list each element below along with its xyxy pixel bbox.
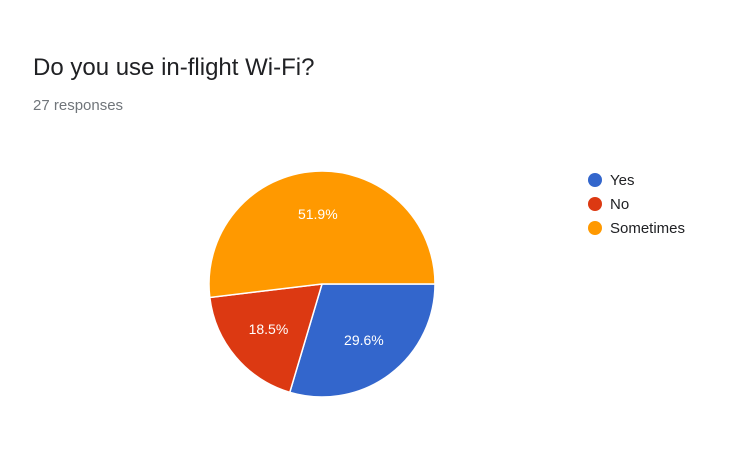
legend-item-no[interactable]: No <box>588 192 685 216</box>
slice-sometimes[interactable] <box>208 170 436 299</box>
legend-label-sometimes: Sometimes <box>610 219 686 237</box>
response-count: 27 responses <box>33 97 124 114</box>
chart-legend: Yes No Sometimes <box>588 168 685 240</box>
legend-swatch-no <box>588 197 602 211</box>
legend-item-yes[interactable]: Yes <box>588 168 685 192</box>
legend-label-no: No <box>610 195 630 213</box>
chart-title: Do you use in-flight Wi-Fi? <box>33 54 315 81</box>
legend-label-yes: Yes <box>610 171 635 189</box>
slice-label-yes: 29.6% <box>344 332 384 348</box>
legend-swatch-sometimes <box>588 221 602 235</box>
legend-item-sometimes[interactable]: Sometimes <box>588 216 685 240</box>
legend-swatch-yes <box>588 173 602 187</box>
slice-label-no: 18.5% <box>249 321 289 337</box>
slice-label-sometimes: 51.9% <box>298 206 338 222</box>
slice-no[interactable] <box>208 283 324 394</box>
slice-yes[interactable] <box>288 283 436 398</box>
